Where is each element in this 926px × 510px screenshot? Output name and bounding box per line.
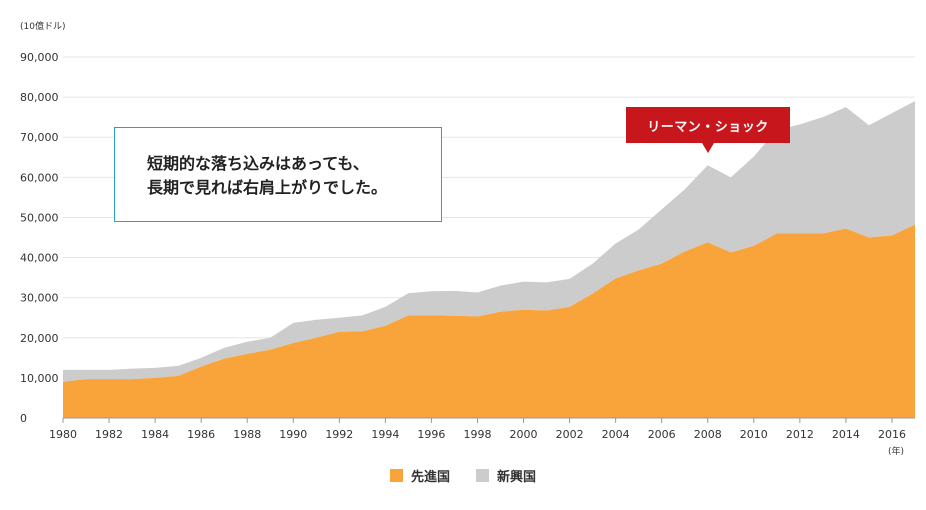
y-tick-label: 70,000	[20, 131, 59, 144]
legend-swatch-advanced	[389, 469, 403, 482]
callout-pointer	[702, 143, 714, 153]
x-tick-label: 2008	[694, 428, 722, 441]
annotation-line-1: 短期的な落ち込みはあっても、	[147, 154, 369, 173]
x-tick-label: 2012	[786, 428, 814, 441]
lehman-shock-callout: リーマン・ショック	[626, 107, 790, 143]
x-tick-label: 1990	[279, 428, 307, 441]
x-tick-label: 1992	[325, 428, 353, 441]
y-tick-label: 40,000	[20, 252, 59, 265]
y-tick-label: 20,000	[20, 332, 59, 345]
y-tick-label: 50,000	[20, 211, 59, 224]
legend: 先進国 新興国	[0, 466, 926, 485]
y-tick-label: 0	[20, 412, 27, 425]
legend-swatch-emerging	[476, 469, 489, 482]
y-tick-label: 30,000	[20, 292, 59, 305]
x-tick-label: 2000	[510, 428, 538, 441]
x-tick-label: 2016	[878, 428, 906, 441]
x-tick-label: 1980	[49, 428, 77, 441]
series-advanced-area	[63, 224, 915, 418]
area-series	[63, 101, 915, 418]
annotation-line-2: 長期で見れば右肩上がりでした。	[147, 178, 388, 197]
x-tick-label: 1986	[187, 428, 215, 441]
series-emerging-area	[63, 101, 915, 382]
x-tick-label: 2004	[602, 428, 630, 441]
year-unit-label: (年)	[888, 445, 904, 457]
x-tick-label: 1996	[417, 428, 445, 441]
x-tick-label: 2006	[648, 428, 676, 441]
y-tick-label: 80,000	[20, 91, 59, 104]
x-tick-label: 1994	[371, 428, 399, 441]
legend-label-emerging: 新興国	[497, 470, 537, 485]
x-tick-label: 1998	[463, 428, 491, 441]
y-tick-label: 10,000	[20, 372, 59, 385]
y-tick-label: 90,000	[20, 51, 59, 64]
x-axis: 1980 1982 1984 1986 1988 1990 1992 1994 1996 1998…	[49, 417, 915, 441]
unit-label: (10億ドル)	[20, 20, 65, 32]
y-axis: 0 10,000 20,000 30,000 40,000 50,000 60,000 70,…	[20, 51, 59, 425]
legend-item-emerging: 新興国	[476, 466, 536, 485]
x-tick-label: 2002	[556, 428, 584, 441]
x-tick-label: 1982	[95, 428, 123, 441]
x-tick-label: 2014	[832, 428, 860, 441]
annotation-box: 短期的な落ち込みはあっても、 長期で見れば右肩上がりでした。	[114, 127, 442, 222]
x-tick-label: 1988	[233, 428, 261, 441]
x-tick-label: 2010	[740, 428, 768, 441]
x-tick-label: 1984	[141, 428, 169, 441]
legend-label-advanced: 先進国	[410, 470, 450, 485]
legend-item-advanced: 先進国	[389, 466, 450, 485]
y-tick-label: 60,000	[20, 171, 59, 184]
